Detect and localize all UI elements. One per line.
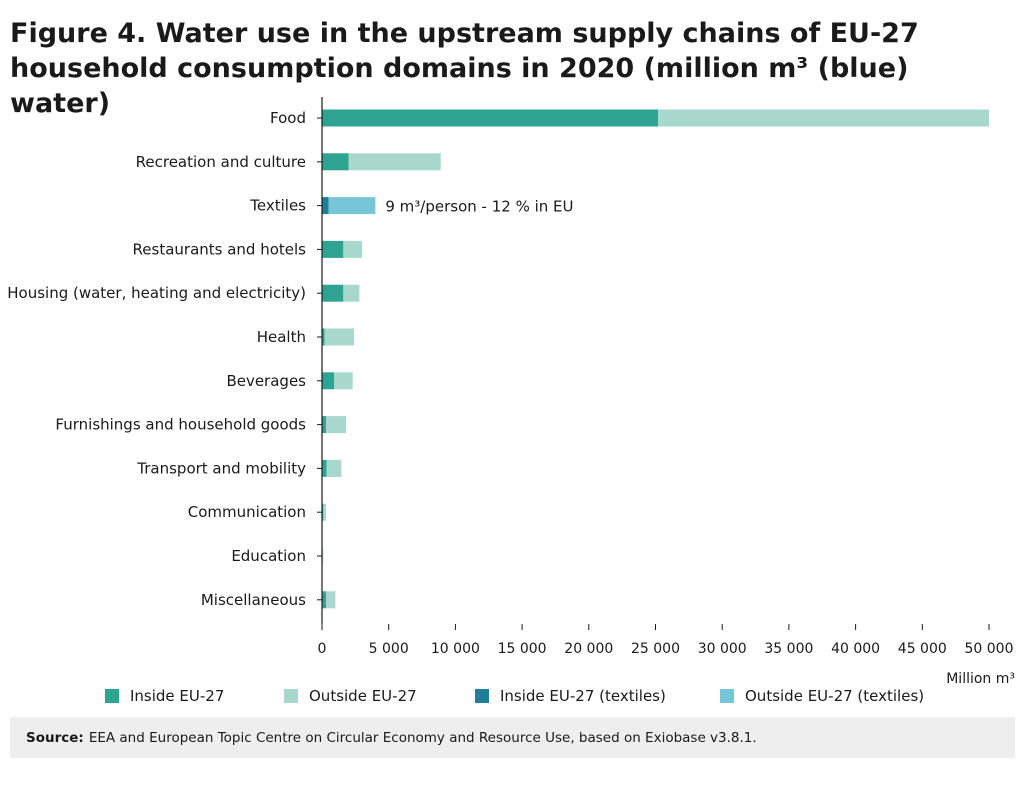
bar-4-series-2 <box>343 240 363 258</box>
category-label: Textiles <box>249 197 306 215</box>
legend-item-inside: Inside EU-27 <box>105 684 224 708</box>
legend-label-inside-textiles: Inside EU-27 (textiles) <box>500 687 666 705</box>
bar-12-series-2 <box>326 591 336 609</box>
bar-4-series-1 <box>322 240 344 258</box>
x-tick-label: 50 000 <box>965 641 1014 657</box>
x-tick-label: 45 000 <box>898 641 947 657</box>
x-tick-label: 5 000 <box>369 641 409 657</box>
bar-2-series-1 <box>322 153 349 171</box>
category-label: Furnishings and household goods <box>55 416 306 434</box>
source-label: Source: <box>26 729 84 746</box>
x-tick-label: 10 000 <box>431 641 480 657</box>
bar-1-series-1 <box>322 109 659 127</box>
x-tick-label: 20 000 <box>564 641 613 657</box>
legend-label-outside-textiles: Outside EU-27 (textiles) <box>745 687 925 705</box>
bar-7-series-1 <box>322 372 335 390</box>
bar-2-series-2 <box>348 153 441 171</box>
bar-5-series-1 <box>322 284 344 302</box>
legend-swatch-inside-textiles <box>475 689 489 703</box>
bar-3-series-4 <box>328 197 376 215</box>
legend-swatch-outside-textiles <box>720 689 734 703</box>
bar-6-series-1 <box>322 328 325 346</box>
legend-label-outside: Outside EU-27 <box>309 687 417 705</box>
x-tick-label: 25 000 <box>631 641 680 657</box>
x-tick-label: 40 000 <box>831 641 880 657</box>
category-label: Health <box>257 328 306 346</box>
x-tick-label: 35 000 <box>764 641 813 657</box>
legend: Inside EU-27 Outside EU-27 Inside EU-27 … <box>100 684 1000 708</box>
bar-12-series-1 <box>322 591 327 609</box>
legend-item-outside-textiles: Outside EU-27 (textiles) <box>720 684 924 708</box>
category-label: Recreation and culture <box>136 153 306 171</box>
bar-7-series-2 <box>334 372 353 390</box>
textiles-annotation: 9 m³/person - 12 % in EU <box>385 198 573 216</box>
bar-8-series-2 <box>326 416 347 434</box>
category-label: Restaurants and hotels <box>133 240 307 258</box>
x-tick-label: 15 000 <box>498 641 547 657</box>
bar-9-series-2 <box>326 459 342 477</box>
category-label: Food <box>270 109 306 127</box>
x-tick-label: 0 <box>318 641 327 657</box>
bar-10-series-2 <box>323 503 327 521</box>
legend-item-inside-textiles: Inside EU-27 (textiles) <box>475 684 666 708</box>
bar-5-series-2 <box>343 284 360 302</box>
source-note: Source: EEA and European Topic Centre on… <box>10 717 1015 758</box>
bar-3-series-3 <box>322 197 329 215</box>
legend-item-outside: Outside EU-27 <box>284 684 417 708</box>
bar-1-series-2 <box>658 109 989 127</box>
category-label: Education <box>231 547 306 565</box>
x-tick-label: 30 000 <box>698 641 747 657</box>
bar-9-series-1 <box>322 459 327 477</box>
legend-label-inside: Inside EU-27 <box>130 687 225 705</box>
legend-swatch-outside <box>284 689 298 703</box>
x-axis-unit-label: Million m³ <box>946 671 1015 687</box>
category-label: Housing (water, heating and electricity) <box>7 284 306 302</box>
legend-swatch-inside <box>105 689 119 703</box>
category-label: Miscellaneous <box>201 591 306 609</box>
bar-11-series-2 <box>322 547 324 565</box>
category-label: Communication <box>188 503 306 521</box>
chart-title: Figure 4. Water use in the upstream supp… <box>10 18 919 119</box>
source-text: EEA and European Topic Centre on Circula… <box>88 729 757 746</box>
bar-8-series-1 <box>322 416 327 434</box>
category-label: Beverages <box>226 372 306 390</box>
bar-6-series-2 <box>324 328 355 346</box>
category-label: Transport and mobility <box>136 459 306 477</box>
bar-10-series-1 <box>322 503 324 521</box>
